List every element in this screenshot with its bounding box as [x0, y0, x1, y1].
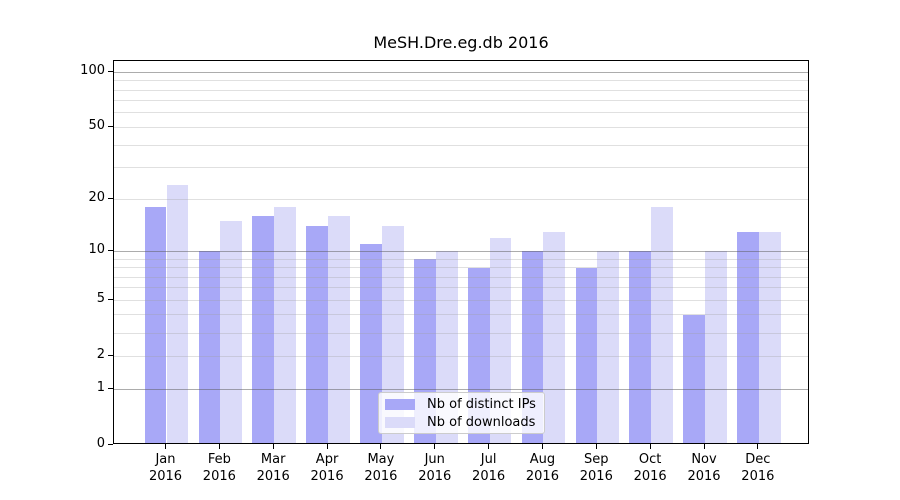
bar-downloads [597, 251, 620, 443]
major-gridline [114, 71, 808, 73]
x-tick-label: Oct 2016 [633, 452, 667, 484]
x-tick-mark [488, 444, 490, 449]
bar-downloads [489, 237, 512, 443]
y-tick-mark [108, 298, 113, 300]
x-tick-label: May 2016 [364, 452, 398, 484]
minor-gridline [114, 144, 808, 146]
x-tick-label: Aug 2016 [525, 452, 559, 484]
bar-distinct-ips [360, 244, 382, 443]
minor-gridline [114, 126, 808, 128]
major-gridline [114, 388, 808, 390]
x-tick-label: Jan 2016 [148, 452, 183, 484]
legend: Nb of distinct IPs Nb of downloads [378, 392, 545, 434]
minor-gridline [114, 112, 808, 114]
y-tick-mark [108, 443, 113, 445]
minor-gridline [114, 276, 808, 278]
minor-gridline [114, 258, 808, 260]
bar-distinct-ips [737, 231, 759, 443]
grid-layer [114, 61, 808, 443]
bar-downloads [543, 231, 566, 443]
bar-distinct-ips [683, 314, 705, 443]
x-tick-mark [165, 444, 166, 449]
x-tick-mark [380, 444, 382, 449]
x-tick-label: Mar 2016 [256, 452, 290, 484]
x-tick-label: Dec 2016 [741, 452, 775, 484]
x-tick-label: Apr 2016 [310, 452, 344, 484]
legend-label-downloads: Nb of downloads [427, 414, 536, 430]
y-tick-mark [108, 197, 113, 199]
bar-downloads [274, 207, 296, 443]
x-tick-label: Jun 2016 [418, 452, 452, 484]
minor-gridline [114, 198, 808, 200]
y-tick-label: 0 [96, 436, 105, 451]
minor-gridline [114, 332, 808, 334]
bar-distinct-ips [252, 216, 275, 443]
y-tick-label: 10 [88, 242, 105, 258]
bar-downloads [220, 221, 243, 443]
minor-gridline [114, 287, 808, 289]
legend-item-distinct-ips: Nb of distinct IPs [385, 395, 538, 413]
plot-area [113, 60, 809, 444]
bar-distinct-ips [198, 251, 221, 443]
x-tick-mark [434, 444, 436, 449]
x-tick-mark [595, 444, 597, 449]
bar-downloads [758, 231, 781, 443]
x-tick-label: Jul 2016 [472, 452, 506, 484]
x-tick-mark [218, 444, 220, 449]
y-tick-label: 1 [96, 380, 105, 395]
x-tick-label: Nov 2016 [687, 452, 721, 484]
legend-swatch-downloads [385, 416, 415, 428]
x-tick-mark [326, 444, 328, 449]
minor-gridline [114, 355, 808, 357]
minor-gridline [114, 314, 808, 316]
bar-distinct-ips [144, 207, 167, 443]
y-tick-label: 5 [96, 291, 105, 307]
chart-title: MeSH.Dre.eg.db 2016 [373, 33, 549, 52]
minor-gridline [114, 80, 808, 82]
y-tick-label: 20 [88, 190, 105, 206]
y-tick-label: 50 [88, 118, 105, 134]
bar-downloads [328, 216, 350, 443]
x-tick-label: Sep 2016 [579, 452, 613, 484]
y-tick-label: 2 [96, 347, 105, 363]
minor-gridline [114, 100, 808, 102]
x-tick-mark [272, 444, 274, 449]
x-tick-mark [649, 444, 651, 449]
bar-downloads [705, 251, 727, 443]
minor-gridline [114, 167, 808, 169]
y-tick-mark [108, 249, 113, 251]
y-tick-mark [108, 70, 113, 72]
x-tick-mark [703, 444, 705, 449]
y-tick-mark [108, 387, 113, 389]
legend-swatch-distinct-ips [385, 398, 415, 410]
minor-gridline [114, 89, 808, 91]
x-tick-label: Feb 2016 [202, 452, 236, 484]
bar-downloads [166, 184, 189, 443]
legend-label-distinct-ips: Nb of distinct IPs [427, 396, 536, 412]
y-tick-mark [108, 354, 113, 356]
minor-gridline [114, 299, 808, 301]
major-gridline [114, 250, 808, 252]
y-tick-label: 100 [80, 63, 105, 79]
x-tick-mark [757, 444, 759, 449]
legend-item-downloads: Nb of downloads [385, 413, 538, 431]
bar-distinct-ips [575, 267, 598, 443]
bar-distinct-ips [629, 251, 652, 443]
y-tick-mark [108, 125, 113, 127]
bar-downloads [651, 207, 673, 443]
x-tick-mark [541, 444, 543, 449]
minor-gridline [114, 267, 808, 268]
